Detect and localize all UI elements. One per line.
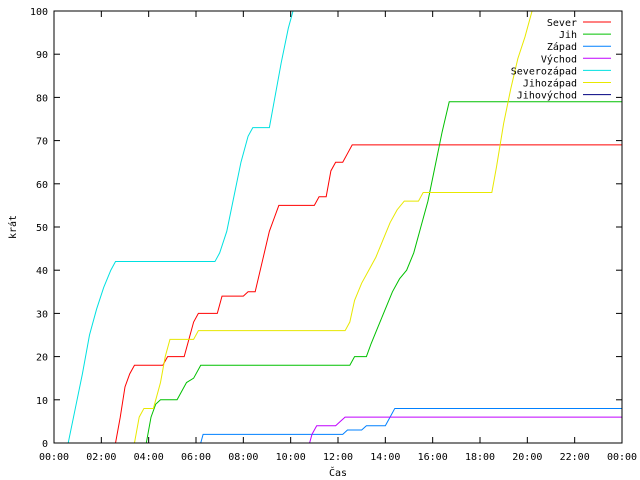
legend-label: Východ [541, 53, 577, 65]
y-tick-label: 20 [36, 353, 48, 364]
x-tick-label: 08:00 [228, 452, 258, 463]
axes-group: 0 10 20 30 40 50 60 70 80 90 100 00:00 02:00 04:00 06:… [30, 7, 637, 463]
y-tick-label: 100 [30, 7, 48, 18]
legend-label: Sever [547, 18, 577, 29]
x-tick-label: 14:00 [370, 452, 400, 463]
x-tick-label: 06:00 [181, 452, 211, 463]
x-tick-label: 00:00 [607, 452, 637, 463]
legend: SeverJihZápadVýchodSeverozápadJihozápadJ… [511, 18, 611, 102]
y-tick-label: 0 [42, 439, 48, 450]
series-line-0 [54, 138, 622, 443]
x-tick-label: 02:00 [86, 452, 116, 463]
x-axis-title: Čas [329, 466, 347, 479]
y-tick-label: 10 [36, 396, 48, 407]
x-tick-label: 16:00 [418, 452, 448, 463]
legend-label: Severozápad [511, 65, 577, 77]
y-tick-label: 70 [36, 137, 48, 148]
x-tick-label: 18:00 [465, 452, 495, 463]
legend-label: Jih [559, 30, 577, 41]
legend-label: Jihovýchod [517, 90, 577, 102]
y-tick-label: 50 [36, 223, 48, 234]
series-line-3 [54, 416, 622, 443]
series-line-2 [54, 407, 622, 443]
x-tick-label: 22:00 [560, 452, 590, 463]
y-tick-label: 40 [36, 266, 48, 277]
series-line-4 [54, 11, 294, 443]
y-tick-label: 60 [36, 180, 48, 191]
x-tick-label: 12:00 [323, 452, 353, 463]
y-tick-label: 80 [36, 93, 48, 104]
y-tick-label: 30 [36, 309, 48, 320]
series-line-1 [54, 101, 622, 443]
x-tick-label: 04:00 [134, 452, 164, 463]
legend-label: Západ [547, 41, 577, 53]
legend-label: Jihozápad [523, 78, 577, 90]
y-axis-title: krát [7, 215, 19, 239]
series-line-5 [54, 11, 533, 443]
y-tick-label: 90 [36, 50, 48, 61]
x-tick-label: 10:00 [276, 452, 306, 463]
series-group [54, 11, 622, 443]
x-tick-label: 20:00 [512, 452, 542, 463]
x-tick-label: 00:00 [39, 452, 69, 463]
